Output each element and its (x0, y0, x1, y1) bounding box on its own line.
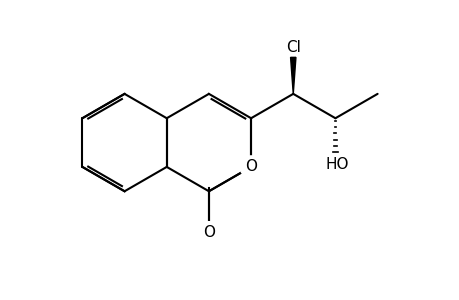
Polygon shape (290, 57, 295, 94)
Text: HO: HO (325, 157, 348, 172)
Circle shape (197, 222, 219, 244)
Text: O: O (245, 159, 257, 174)
Circle shape (240, 156, 262, 178)
Text: O: O (202, 225, 214, 240)
Text: Cl: Cl (285, 40, 300, 55)
